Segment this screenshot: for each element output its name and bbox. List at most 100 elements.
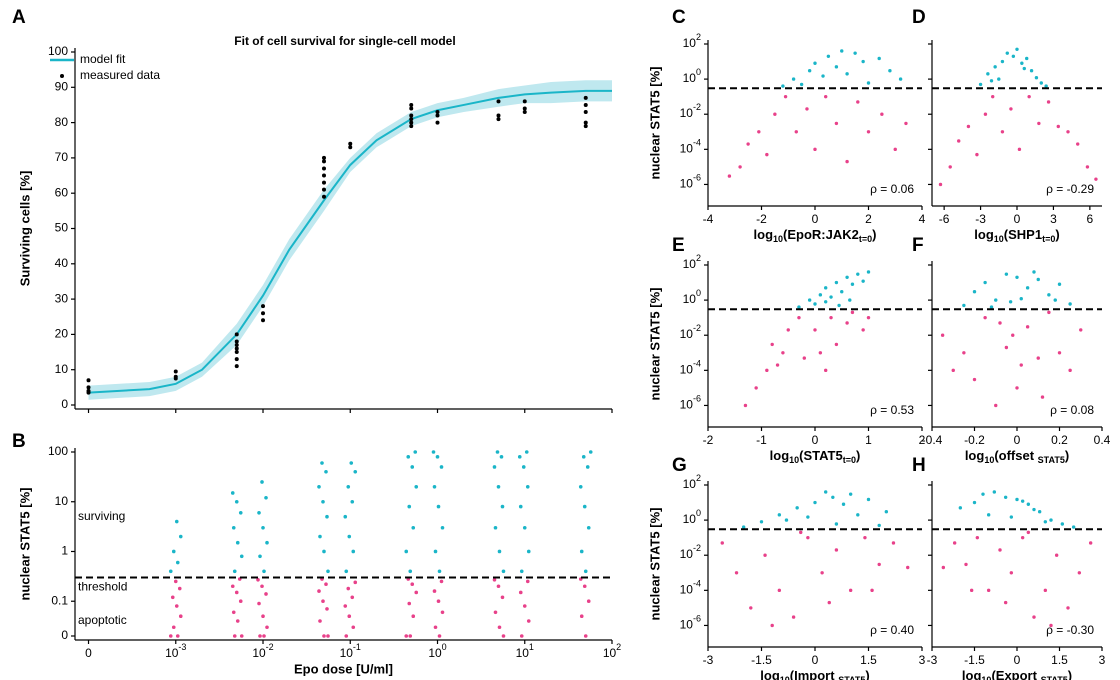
correlation-label: ρ = -0.30	[1046, 623, 1094, 637]
data-point	[321, 173, 326, 178]
surviving-cell	[350, 499, 355, 504]
cell-point	[826, 54, 831, 58]
fit-line	[88, 89, 612, 394]
cell-point	[989, 305, 994, 309]
x-axis-label-part: )	[872, 227, 876, 242]
cell-point	[866, 130, 871, 134]
cell-point	[840, 290, 844, 294]
cell-point	[781, 84, 785, 88]
x-axis-label: log10(EpoR:JAK2t=0)	[754, 227, 877, 244]
x-axis-label-part: )	[1068, 668, 1072, 680]
apoptotic-cell	[440, 610, 445, 615]
surviving-cell	[431, 450, 436, 454]
apoptotic-cell	[174, 604, 179, 608]
data-point	[173, 369, 178, 374]
y-tick-label-base: 10	[680, 363, 694, 377]
y-tick-label-exp: -4	[693, 359, 701, 369]
y-tick-label: 80	[55, 115, 69, 129]
y-tick-label: 0.1	[51, 593, 68, 607]
apoptotic-cell	[436, 599, 441, 604]
apoptotic-cell	[583, 634, 588, 638]
data-point	[86, 385, 91, 390]
surviving-cell	[317, 484, 321, 489]
cell-point	[1019, 297, 1023, 301]
cell-point	[972, 290, 977, 294]
apoptotic-cell	[261, 614, 265, 619]
surviving-cell	[260, 480, 264, 484]
surviving-cell	[404, 549, 409, 554]
apoptotic-cell	[404, 634, 409, 638]
cell-point	[877, 56, 881, 61]
threshold-label: threshold	[78, 580, 127, 594]
surviving-cell	[524, 450, 529, 454]
apoptotic-cell	[582, 584, 587, 589]
x-tick-label: 100	[428, 642, 446, 660]
x-tick-label-base: 10	[165, 646, 179, 660]
apoptotic-cell	[264, 592, 268, 596]
cell-point	[983, 315, 987, 320]
x-axis-label-part: (Export	[991, 668, 1040, 680]
cell-point	[866, 497, 871, 502]
apoptotic-cell	[235, 619, 240, 623]
correlation-label: ρ = 0.06	[870, 182, 914, 196]
apoptotic-cell	[350, 595, 355, 600]
cell-point	[1032, 270, 1036, 274]
cell-point	[1034, 76, 1039, 80]
cell-point	[841, 502, 846, 506]
surviving-cell	[265, 540, 269, 545]
x-tick-label: -2	[756, 212, 767, 226]
apoptotic-cell	[265, 625, 269, 630]
surviving-cell	[500, 504, 505, 509]
cell-point	[1020, 61, 1024, 65]
cell-point	[1040, 395, 1045, 399]
cell-point	[834, 121, 839, 126]
data-point	[234, 357, 239, 362]
surviving-cell	[407, 504, 412, 509]
surviving-cell	[585, 465, 590, 469]
cell-point	[880, 112, 884, 116]
correlation-label: ρ = 0.40	[870, 623, 914, 637]
cell-point	[1017, 147, 1022, 152]
y-tick-label: 10-2	[680, 324, 701, 342]
x-tick-label-base: 10	[516, 646, 530, 660]
data-point	[409, 120, 414, 125]
cell-point	[1026, 502, 1031, 506]
data-point	[435, 113, 440, 118]
apoptotic-cell	[262, 634, 266, 638]
cell-point	[938, 182, 943, 187]
cell-point	[969, 588, 974, 593]
cell-point	[972, 377, 977, 382]
data-point	[522, 106, 527, 111]
cell-point	[746, 142, 750, 146]
cell-point	[1008, 300, 1013, 304]
cell-point	[799, 530, 803, 535]
x-axis-label: Epo dose [U/ml]	[294, 661, 393, 676]
x-tick-label: 10-1	[340, 642, 361, 660]
cell-point	[840, 49, 844, 53]
surviving-cell	[239, 554, 244, 559]
y-tick-label: 60	[55, 185, 69, 199]
cell-point	[848, 492, 853, 496]
panel-letter: F	[912, 235, 924, 256]
y-tick-label-exp: -6	[693, 614, 701, 624]
x-axis-label-part: log	[754, 227, 774, 242]
surviving-cell	[519, 569, 524, 574]
cell-point	[1003, 600, 1008, 605]
y-axis-label: Surviving cells [%]	[17, 171, 32, 287]
cell-point	[845, 72, 849, 76]
cell-point	[770, 623, 774, 628]
cell-point	[845, 275, 849, 279]
cell-point	[1076, 142, 1080, 146]
surviving-cell	[521, 465, 526, 469]
x-tick-label: 1	[865, 433, 872, 447]
apoptotic-cell	[230, 584, 235, 589]
cell-point	[986, 513, 991, 517]
y-tick-label: 100	[48, 44, 68, 58]
cell-point	[807, 69, 812, 73]
x-tick-label-exp: 1	[529, 642, 534, 652]
y-tick-label: 100	[683, 288, 701, 306]
cell-point	[757, 130, 761, 134]
x-tick-label: 0	[812, 653, 819, 667]
apoptotic-cell	[318, 619, 322, 623]
x-axis-label-sub: 10	[984, 455, 994, 465]
